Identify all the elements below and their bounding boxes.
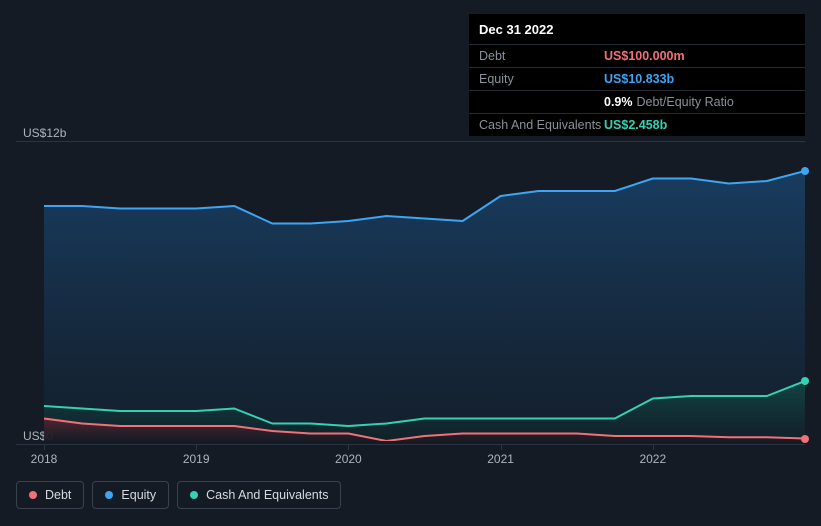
x-tick [653, 444, 654, 450]
legend-item-equity[interactable]: Equity [92, 481, 169, 509]
x-tick [501, 444, 502, 450]
tooltip-row-value: US$2.458b [604, 118, 667, 132]
x-axis-label: 2018 [31, 452, 58, 466]
x-tick [196, 444, 197, 450]
tooltip-row-value: 0.9%Debt/Equity Ratio [604, 95, 734, 109]
legend-label: Equity [121, 488, 156, 502]
end-marker-debt [801, 435, 809, 443]
tooltip-panel: Dec 31 2022 DebtUS$100.000mEquityUS$10.8… [469, 14, 805, 136]
tooltip-row: DebtUS$100.000m [469, 44, 805, 67]
legend-dot-icon [105, 491, 113, 499]
chart-plot[interactable] [44, 141, 805, 441]
tooltip-row-label: Cash And Equivalents [479, 118, 604, 132]
tooltip-row-value: US$100.000m [604, 49, 685, 63]
x-tick [348, 444, 349, 450]
x-axis-label: 2019 [183, 452, 210, 466]
legend-item-cash-and-equivalents[interactable]: Cash And Equivalents [177, 481, 341, 509]
tooltip-row-label [479, 95, 604, 109]
legend-dot-icon [190, 491, 198, 499]
legend: Debt Equity Cash And Equivalents [16, 481, 341, 509]
chart-container: US$12bUS$0 20182019202020212022 DebtEqui… [16, 124, 805, 504]
x-axis-label: 2020 [335, 452, 362, 466]
tooltip-date: Dec 31 2022 [469, 14, 805, 44]
x-tick [44, 444, 45, 450]
legend-label: Cash And Equivalents [206, 488, 328, 502]
y-axis-label: US$12b [23, 126, 66, 140]
legend-dot-icon [29, 491, 37, 499]
tooltip-row-value: US$10.833b [604, 72, 674, 86]
end-marker-cash-and-equivalents [801, 377, 809, 385]
tooltip-row-label: Equity [479, 72, 604, 86]
tooltip-row: Cash And EquivalentsUS$2.458b [469, 113, 805, 136]
end-marker-equity [801, 167, 809, 175]
tooltip-row: EquityUS$10.833b [469, 67, 805, 90]
legend-label: Debt [45, 488, 71, 502]
legend-item-debt[interactable]: Debt [16, 481, 84, 509]
x-axis-label: 2021 [487, 452, 514, 466]
x-axis-label: 2022 [639, 452, 666, 466]
tooltip-row: 0.9%Debt/Equity Ratio [469, 90, 805, 113]
tooltip-row-label: Debt [479, 49, 604, 63]
